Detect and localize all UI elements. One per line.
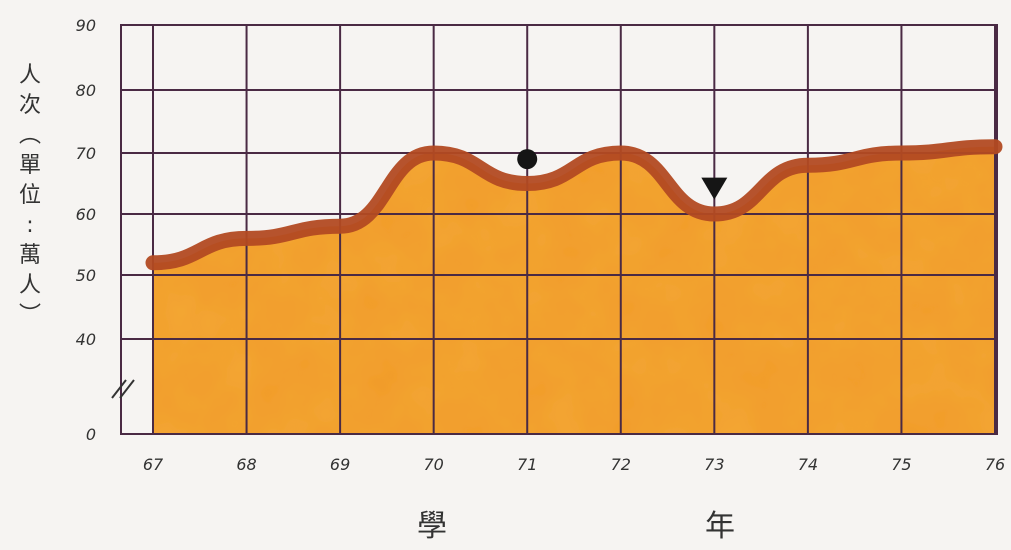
y-tick-label: 40 [76, 330, 96, 349]
marker-dot [517, 149, 538, 170]
x-tick-label: 71 [517, 455, 537, 474]
axis-break-mark [111, 379, 127, 399]
x-tick-label: 74 [798, 455, 818, 474]
y-axis-label-char: ︶ [19, 303, 41, 328]
x-tick-label: 72 [611, 455, 631, 474]
y-axis-label-char: 萬 [19, 243, 41, 268]
y-axis-label-char: 位 [19, 183, 41, 208]
x-axis-label-char: 年 [705, 509, 735, 544]
y-axis-label-char: 單 [19, 153, 41, 178]
x-tick-label: 68 [236, 455, 256, 474]
x-axis-label-char: 學 [417, 509, 447, 544]
y-axis-label-char: 人 [19, 63, 41, 88]
y-axis-label-char: ︵ [19, 123, 41, 148]
y-axis-label-char: : [26, 213, 33, 238]
x-tick-label: 75 [891, 455, 911, 474]
y-tick-label: 80 [76, 81, 96, 100]
y-tick-label: 70 [76, 144, 96, 163]
area-fill [153, 146, 995, 434]
marker-triangle [701, 177, 728, 200]
x-tick-label: 69 [330, 455, 350, 474]
x-tick-label: 70 [423, 455, 443, 474]
axis-break-mark [119, 379, 135, 399]
y-tick-label: 50 [76, 266, 96, 285]
x-tick-label: 67 [143, 455, 164, 474]
x-tick-label: 76 [985, 455, 1005, 474]
plot-frame [120, 24, 998, 435]
series-line [145, 139, 1003, 271]
y-tick-label: 90 [76, 16, 96, 35]
y-axis-label-char: 次 [19, 93, 41, 118]
y-tick-label: 60 [76, 205, 96, 224]
x-tick-label: 73 [704, 455, 724, 474]
y-axis-label-char: 人 [19, 273, 41, 298]
y-tick-label: 0 [86, 425, 96, 444]
